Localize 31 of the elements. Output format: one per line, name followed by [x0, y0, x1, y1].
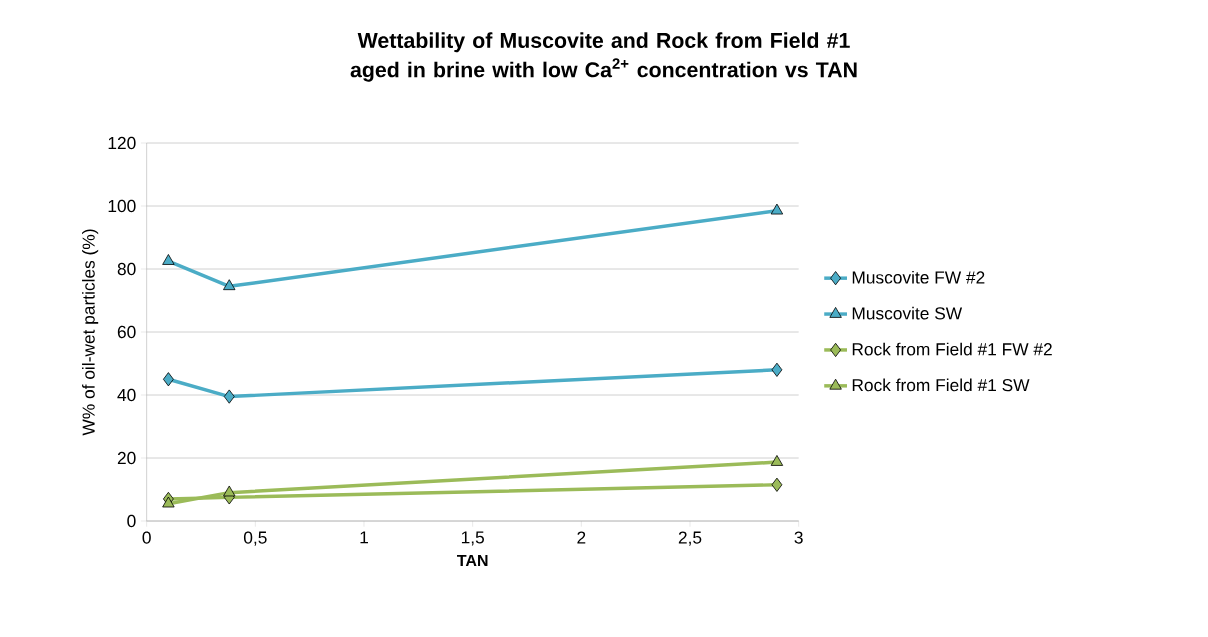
y-tick-label: 40 — [117, 388, 136, 402]
y-tick-label: 100 — [108, 199, 136, 213]
x-tick-label: 0 — [142, 531, 151, 544]
point — [223, 279, 236, 291]
x-tick-label: 3 — [794, 531, 803, 544]
x-tick-label: 0,5 — [243, 531, 267, 546]
legend-label: Rock from Field #1 SW — [852, 378, 1030, 392]
x-tick-label: 1,5 — [461, 531, 484, 546]
x-tick-label: 1 — [360, 531, 368, 544]
y-tick-label: 120 — [108, 136, 136, 150]
point — [770, 203, 784, 215]
y-tick-label: 20 — [117, 451, 136, 465]
legend-label: Muscovite SW — [852, 306, 963, 320]
y-tick-label: 0 — [127, 514, 136, 528]
point — [771, 362, 783, 377]
y-tick-label: 80 — [117, 262, 136, 276]
y-tick-label: 60 — [117, 325, 136, 339]
point — [162, 496, 175, 508]
x-axis-title: TAN — [457, 554, 488, 566]
x-tick-label: 2,5 — [678, 531, 702, 546]
point — [163, 372, 174, 387]
point — [770, 455, 784, 466]
legend-label: Rock from Field #1 FW #2 — [852, 342, 1052, 356]
point — [771, 477, 783, 492]
point — [223, 389, 235, 404]
y-axis-title: W% of oil-wet particles (%) — [82, 229, 99, 436]
legend-label: Muscovite FW #2 — [852, 270, 985, 284]
x-tick-label: 2 — [577, 531, 586, 544]
chart-title: Wettability of Muscovite and Rock from Field #1 aged in brine with low Ca$^{2+}$ concentration vs TAN — [350, 32, 857, 82]
point — [223, 485, 236, 497]
point — [162, 254, 175, 265]
